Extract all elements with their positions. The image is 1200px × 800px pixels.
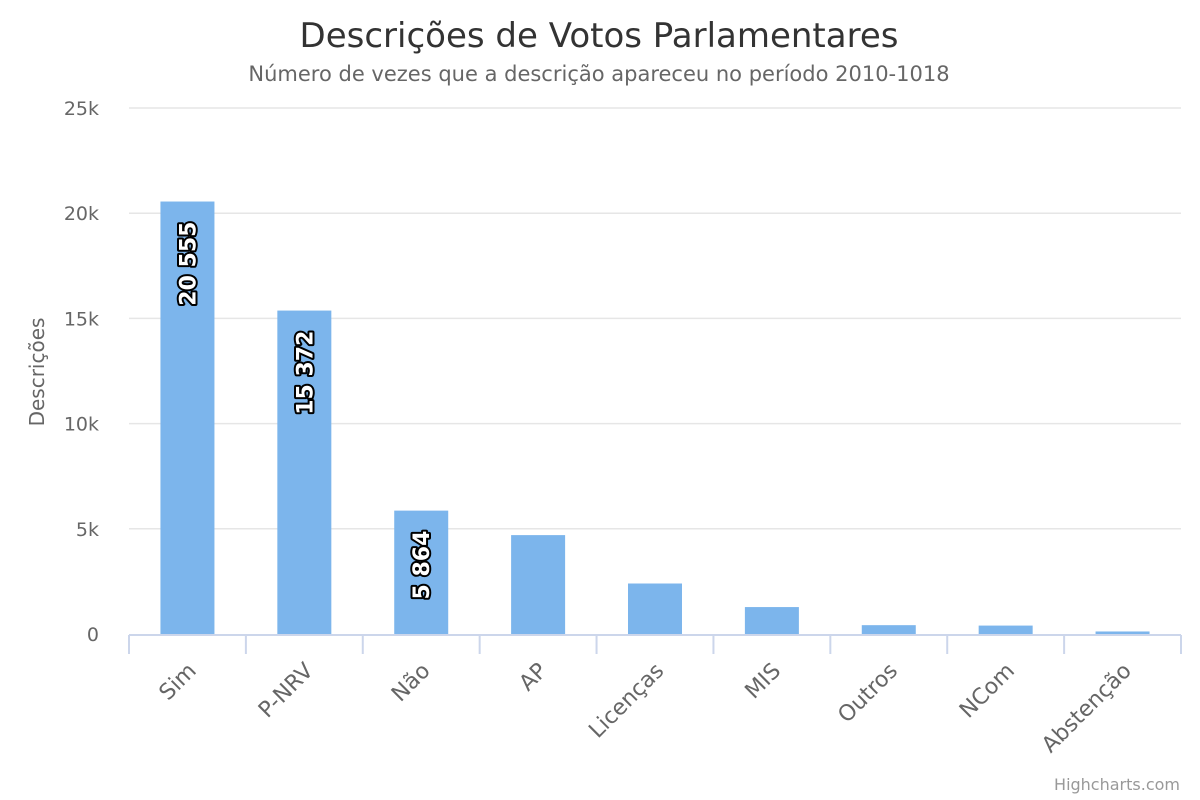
x-tick-label: Licenças bbox=[584, 659, 669, 744]
x-tick-label: MIS bbox=[741, 659, 787, 705]
bar-mis[interactable] bbox=[744, 607, 799, 634]
x-tick-label: Sim bbox=[155, 659, 202, 706]
x-tick-label: Abstenção bbox=[1037, 659, 1136, 758]
chart-subtitle: Número de vezes que a descrição apareceu… bbox=[248, 62, 949, 86]
credits-link[interactable]: Highcharts.com bbox=[1054, 775, 1180, 794]
y-tick-label: 10k bbox=[64, 414, 99, 436]
x-tick-label: AP bbox=[515, 659, 553, 697]
data-label: 20 555 bbox=[176, 222, 201, 306]
x-tick-label: Outros bbox=[833, 659, 903, 729]
y-tick-label: 20k bbox=[64, 203, 99, 225]
bar-não[interactable] bbox=[394, 510, 449, 634]
y-tick-label: 5k bbox=[76, 519, 99, 541]
data-labels: 20 555 15 372 5 864 bbox=[174, 220, 437, 602]
y-tick-label: 0 bbox=[87, 624, 99, 646]
data-label: 5 864 bbox=[410, 531, 435, 600]
x-axis-labels: Sim P-NRV Não AP Licenças MIS Outros NCom Absten… bbox=[155, 659, 1137, 758]
bar-p-nrv[interactable] bbox=[277, 310, 332, 634]
bar-series bbox=[160, 201, 1150, 634]
bar-licenças[interactable] bbox=[628, 583, 682, 634]
x-tick-label: P-NRV bbox=[254, 659, 319, 724]
y-axis-labels: 0 5k 10k 15k 20k 25k bbox=[64, 98, 99, 646]
y-axis-title: Descrições bbox=[25, 318, 49, 427]
x-axis bbox=[128, 634, 1182, 654]
bar-ap[interactable] bbox=[511, 535, 566, 634]
bar-sim[interactable] bbox=[160, 201, 215, 634]
data-label: 15 372 bbox=[293, 331, 318, 415]
chart-title: Descrições de Votos Parlamentares bbox=[300, 16, 899, 56]
x-tick-label: NCom bbox=[955, 659, 1020, 724]
y-tick-label: 25k bbox=[64, 98, 99, 120]
x-tick-label: Não bbox=[387, 659, 435, 707]
bar-abstenção[interactable] bbox=[1095, 631, 1150, 634]
bar-ncom[interactable] bbox=[978, 625, 1033, 634]
bar-outros[interactable] bbox=[861, 625, 916, 634]
y-tick-label: 15k bbox=[64, 308, 99, 330]
